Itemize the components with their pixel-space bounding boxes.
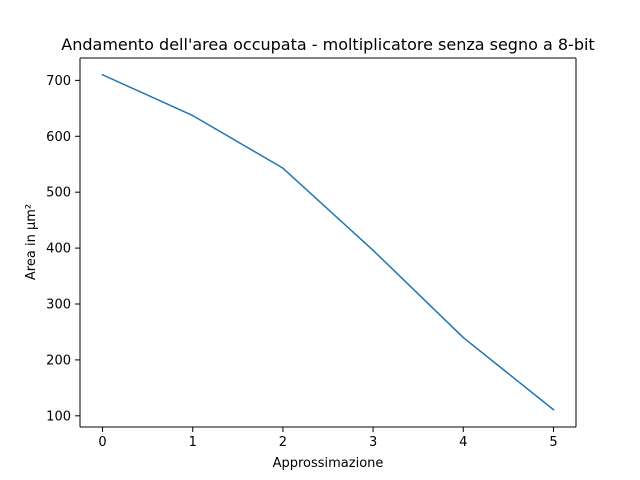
plot-area	[80, 58, 576, 427]
series-layer	[101, 73, 555, 411]
axes-frame	[79, 57, 577, 428]
y-tick-label: 300	[46, 298, 71, 313]
series-line	[101, 73, 555, 411]
y-tick-label: 200	[46, 353, 71, 368]
y-axis: 100 200 300 400 500 600 700	[46, 74, 80, 424]
x-axis: 0 1 2 3 4 5	[98, 427, 558, 450]
y-tick-label: 100	[46, 409, 71, 424]
y-tick-label: 700	[46, 74, 71, 89]
data-point	[101, 73, 104, 76]
x-tick-label: 1	[189, 435, 197, 450]
y-tick-label: 600	[46, 130, 71, 145]
data-point	[191, 114, 194, 117]
y-tick-label: 400	[46, 242, 71, 257]
x-axis-label: Approssimazione	[273, 456, 384, 471]
data-point	[552, 408, 555, 411]
x-tick-label: 3	[369, 435, 377, 450]
x-tick-label: 2	[279, 435, 287, 450]
y-tick-label: 500	[46, 186, 71, 201]
x-tick-label: 5	[549, 435, 557, 450]
x-tick-label: 4	[459, 435, 467, 450]
data-point	[372, 249, 374, 252]
data-point	[462, 336, 465, 339]
data-point	[282, 167, 284, 169]
chart-title: Andamento dell'area occupata - moltiplic…	[61, 35, 594, 54]
x-tick-label: 0	[98, 435, 106, 450]
y-axis-label: Area in µm²	[24, 204, 39, 280]
